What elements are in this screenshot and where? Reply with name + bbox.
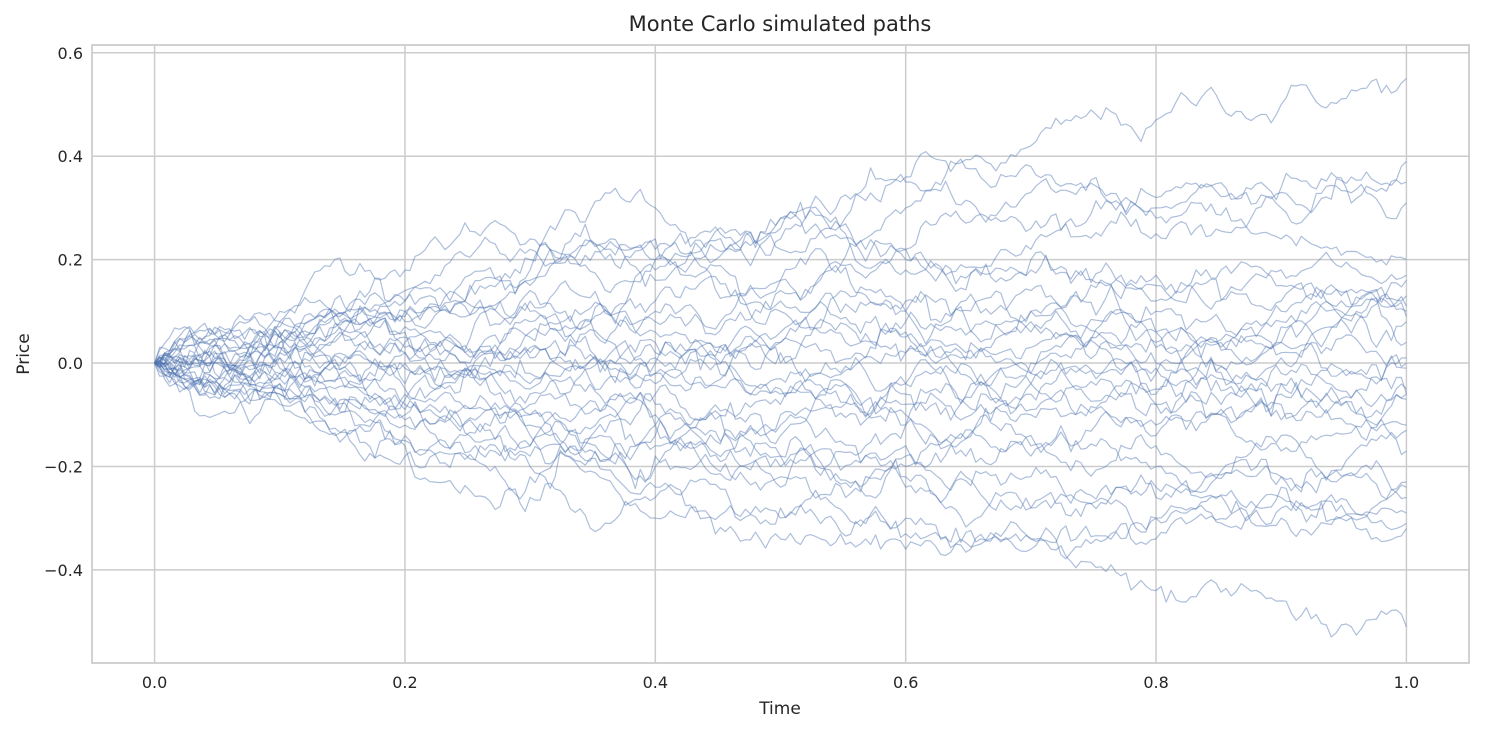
x-tick-label: 0.4 [643,673,668,692]
simulated-path [154,78,1407,364]
y-tick-label: 0.0 [58,354,83,373]
x-tick-label: 1.0 [1394,673,1419,692]
y-tick-label: −0.4 [44,561,83,580]
simulated-path [154,302,1407,396]
y-tick-label: 0.4 [58,147,83,166]
simulated-path [154,326,1407,553]
simulated-path [154,344,1407,420]
x-tick-labels: 0.0 0.2 0.4 0.6 0.8 1.0 [142,673,1419,692]
simulated-path [154,171,1407,386]
simulated-path [154,305,1407,387]
simulated-path [154,359,1407,450]
simulated-path [154,362,1407,466]
y-tick-label: −0.2 [44,457,83,476]
simulated-path [154,359,1407,533]
simulated-path [154,362,1407,560]
x-tick-label: 0.8 [1143,673,1168,692]
y-axis-label: Price [14,333,34,374]
y-tick-label: 0.2 [58,251,83,270]
simulated-path [154,356,1407,481]
simulated-path [154,328,1407,389]
simulated-path [154,362,1407,500]
simulated-path [154,350,1407,426]
x-tick-label: 0.0 [142,673,167,692]
x-tick-label: 0.2 [392,673,417,692]
simulated-path [154,297,1407,387]
simulated-path [154,211,1407,370]
simulated-path [154,239,1407,383]
simulated-path [154,151,1407,364]
simulated-path [154,362,1407,638]
simulated-path [154,264,1407,400]
x-tick-label: 0.6 [893,673,918,692]
simulated-path [154,250,1407,368]
simulated-path [154,248,1407,368]
grid [92,45,1469,663]
simulated-path [154,183,1407,379]
simulated-path [154,362,1407,528]
simulated-path [154,293,1407,379]
simulated-path [154,351,1407,436]
plot-frame [91,44,1470,664]
simulated-path [154,352,1407,504]
y-tick-labels: −0.4 −0.2 0.0 0.2 0.4 0.6 [44,44,83,580]
chart-title: Monte Carlo simulated paths [629,12,932,36]
simulated-paths [154,78,1407,638]
simulated-path [154,328,1407,399]
x-axis-label: Time [758,699,801,719]
simulated-path [154,286,1407,385]
simulated-path [154,329,1407,476]
y-tick-label: 0.6 [58,44,83,63]
